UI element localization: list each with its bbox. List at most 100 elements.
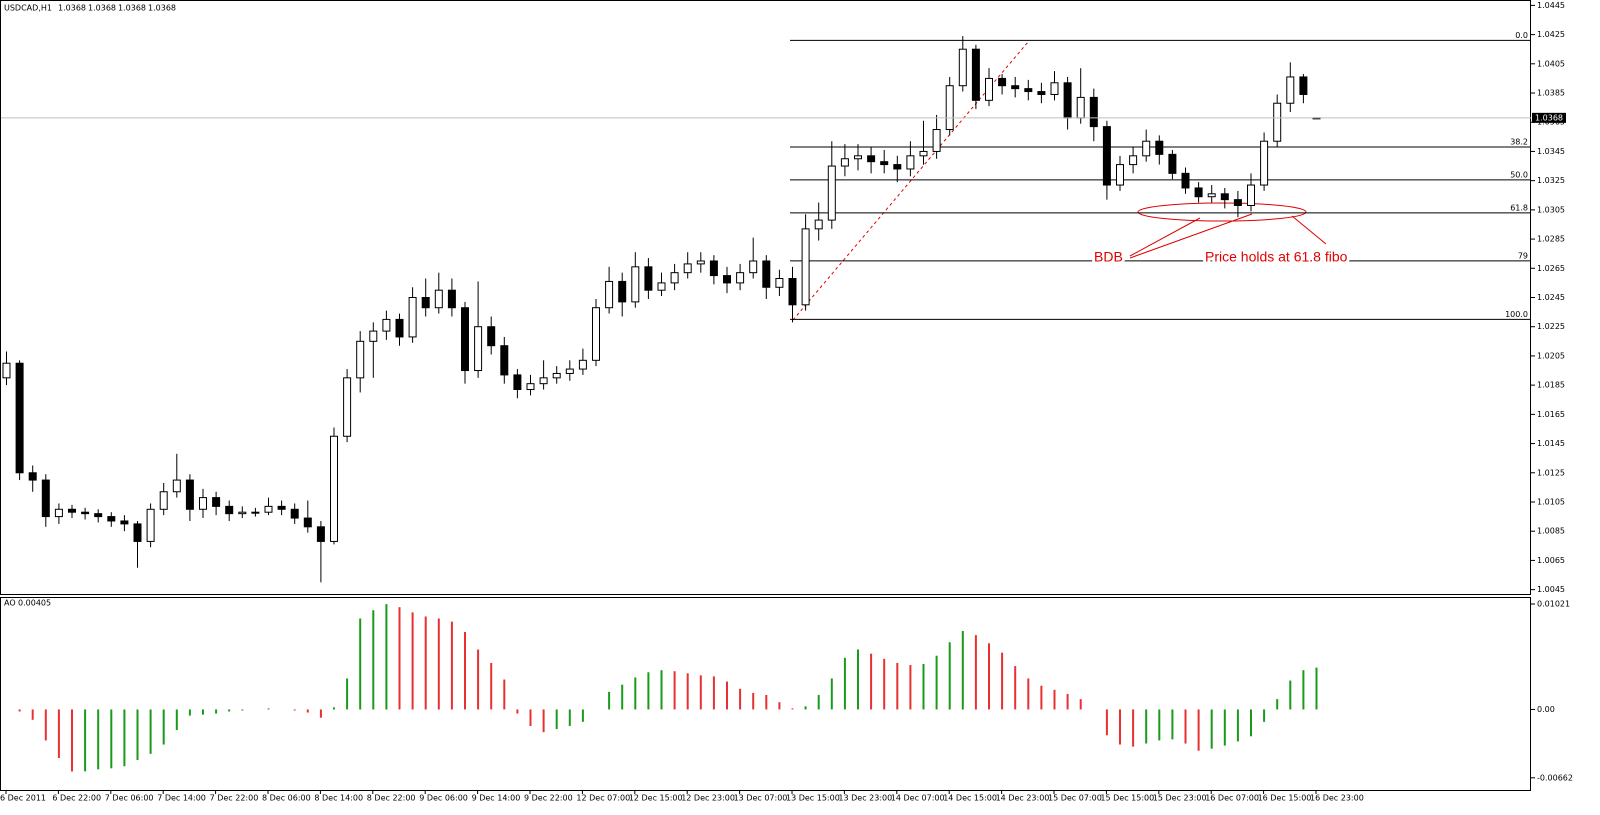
candle-body — [801, 228, 810, 306]
candle-body — [1181, 172, 1190, 189]
candle-body — [421, 297, 430, 309]
candle-body — [1142, 140, 1151, 157]
y-tick-label: 1.0185 — [1537, 381, 1565, 390]
candle-body — [958, 48, 967, 87]
price-box — [1532, 112, 1566, 123]
candle-body — [1050, 82, 1059, 95]
candle-body — [906, 155, 915, 170]
x-tick-label: 12 Dec 15:00 — [629, 794, 683, 803]
candle-body — [854, 155, 862, 160]
y-tick-label: 1.0425 — [1537, 30, 1565, 39]
candle-body — [330, 435, 338, 542]
ao-title: AO — [4, 599, 16, 608]
x-tick-label: 7 Dec 22:00 — [210, 794, 259, 803]
y-tick-label: 0.01021 — [1537, 599, 1570, 608]
candle-body — [212, 497, 221, 507]
candle-body — [172, 479, 181, 493]
candle-body — [919, 150, 928, 157]
candle-body — [15, 362, 24, 474]
fib-label: 0.0 — [1515, 31, 1528, 40]
y-tick-label: 1.0345 — [1537, 147, 1565, 156]
y-tick-label: 0.00 — [1537, 705, 1555, 714]
candle-body — [945, 85, 954, 131]
candle-body — [1168, 153, 1177, 174]
trend-line — [792, 41, 1029, 321]
y-tick-label: 1.0285 — [1537, 235, 1565, 244]
candle-body — [54, 508, 63, 518]
candle-body — [985, 77, 993, 101]
candle-body — [1155, 140, 1164, 155]
y-tick-label: 1.0265 — [1537, 264, 1565, 273]
candle-body — [461, 307, 469, 372]
x-tick-label: 12 Dec 07:00 — [576, 794, 630, 803]
candle-body — [395, 318, 404, 338]
candle-body — [343, 377, 352, 437]
candle-body — [28, 472, 37, 481]
candle-body — [474, 326, 483, 372]
candle-body — [159, 491, 168, 510]
candle-body — [146, 508, 155, 542]
candle-body — [788, 278, 797, 306]
candle-body — [814, 219, 823, 230]
candle-body — [225, 505, 234, 515]
y-tick-label: 1.0165 — [1537, 410, 1565, 419]
y-tick-label: 1.0325 — [1537, 176, 1565, 185]
header-ohlc: 1.0368 — [118, 4, 146, 13]
candle-body — [1116, 164, 1124, 186]
candle-body — [618, 280, 627, 303]
candle-body — [827, 165, 836, 221]
x-tick-label: 13 Dec 15:00 — [786, 794, 840, 803]
fib-label: 79 — [1518, 251, 1528, 260]
chart-title: USDCAD,H1 — [4, 4, 52, 13]
x-tick-label: 8 Dec 14:00 — [314, 794, 363, 803]
x-tick-label: 12 Dec 23:00 — [681, 794, 735, 803]
candle-body — [867, 155, 876, 163]
candle-body — [696, 260, 705, 265]
candle-body — [382, 318, 391, 332]
candle-body — [709, 260, 718, 277]
candle-body — [369, 330, 378, 342]
header-ohlc: 1.0368 — [148, 4, 176, 13]
x-tick-label: 9 Dec 14:00 — [472, 794, 521, 803]
header-ohlc: 1.0368 — [58, 4, 86, 13]
candle-body — [303, 517, 312, 528]
candle-body — [1233, 199, 1242, 206]
candle-body — [107, 516, 116, 522]
candle-body — [199, 497, 207, 510]
fib-label: 38.2 — [1510, 138, 1528, 147]
candle-body — [408, 297, 417, 338]
x-tick-label: 6 Dec 2011 — [0, 794, 46, 803]
annotation: BDB — [1094, 249, 1123, 265]
candle-body — [592, 307, 600, 361]
candle-body — [1299, 76, 1308, 95]
y-tick-label: 1.0045 — [1537, 585, 1565, 594]
candle-body — [893, 164, 902, 170]
candle-body — [1129, 155, 1138, 166]
candle-body — [644, 266, 653, 291]
candle-body — [1273, 102, 1282, 142]
candle-body — [133, 523, 142, 542]
candle-body — [683, 263, 692, 274]
candle-body — [552, 372, 561, 379]
candle-body — [185, 479, 194, 510]
candle-body — [500, 345, 509, 376]
x-tick-label: 16 Dec 23:00 — [1310, 794, 1364, 803]
x-tick-label: 15 Dec 07:00 — [1048, 794, 1102, 803]
candle-body — [487, 326, 496, 347]
y-tick-label: 1.0085 — [1537, 527, 1565, 536]
y-tick-label: 1.0145 — [1537, 439, 1565, 448]
pointer-line — [1129, 217, 1201, 257]
x-tick-label: 16 Dec 15:00 — [1258, 794, 1312, 803]
x-tick-label: 7 Dec 14:00 — [157, 794, 206, 803]
x-tick-label: 14 Dec 07:00 — [891, 794, 945, 803]
x-tick-label: 13 Dec 23:00 — [838, 794, 892, 803]
candle-body — [565, 368, 574, 374]
fib-label: 50.0 — [1510, 170, 1528, 179]
candle-body — [749, 260, 758, 274]
y-tick-label: 1.0305 — [1537, 205, 1565, 214]
candle-body — [356, 340, 365, 379]
candle-body — [290, 508, 299, 519]
highlight-ellipse — [1137, 202, 1307, 222]
candle-body — [736, 272, 745, 284]
